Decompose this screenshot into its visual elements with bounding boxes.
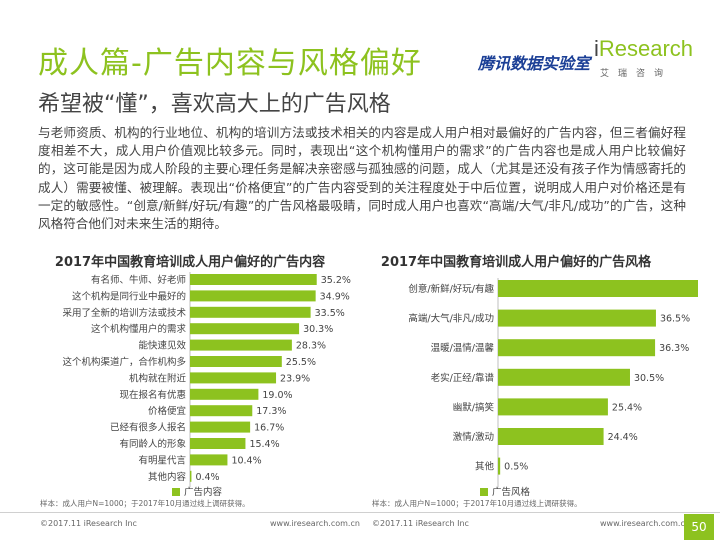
ad-style-chart: 2017年中国教育培训成人用户偏好的广告风格创意/新鲜/好玩/有趣46.7%高端… [381,254,698,498]
bar [498,309,656,327]
category-label: 其他内容 [148,471,187,483]
category-label: 价格便宜 [148,405,186,417]
value-label: 30.3% [303,324,333,335]
chart-title: 2017年中国教育培训成人用户偏好的广告内容 [55,254,325,270]
legend-swatch [480,488,488,496]
footer-url-right: www.iresearch.com.cn [600,519,690,528]
category-label: 高端/大气/非凡/成功 [408,313,494,325]
footer-copyright-right: ©2017.11 iResearch Inc [372,519,469,528]
bar [190,421,251,433]
category-label: 已经有很多人报名 [110,422,186,434]
value-label: 19.0% [262,390,292,401]
value-label: 28.3% [296,341,326,352]
category-label: 机构就在附近 [129,372,187,384]
iresearch-logo-i: i [594,36,599,61]
category-label: 这个机构渠道广，合作机构多 [62,356,186,368]
category-label: 温暖/温情/温馨 [431,342,495,354]
category-label: 有同龄人的形象 [119,438,186,450]
bar [190,372,277,384]
legend-label: 广告风格 [492,486,531,498]
category-label: 激情/激动 [453,431,494,443]
category-label: 幽默/搞笑 [453,401,495,413]
page-subtitle: 希望被“懂”，喜欢高大上的广告风格 [38,92,391,117]
value-label: 10.4% [231,455,261,466]
bar [190,323,300,335]
value-label: 15.4% [249,439,279,450]
category-label: 采用了全新的培训方法或技术 [62,307,186,319]
iresearch-logo-text: Research [598,36,694,61]
category-label: 有名师、牛师、好老师 [91,274,186,286]
category-label: 这个机构懂用户的需求 [91,323,187,335]
bar [190,274,317,285]
value-label: 24.4% [608,432,638,443]
bar [190,470,192,482]
footer-url-left: www.iresearch.com.cn [270,519,360,528]
category-label: 这个机构是同行业中最好的 [72,290,186,302]
chart-title: 2017年中国教育培训成人用户偏好的广告风格 [381,254,652,270]
value-label: 30.5% [634,373,664,384]
bar [190,454,228,466]
body-paragraph: 与老师资质、机构的行业地位、机构的培训方法或技术相关的内容是成人用户相对最偏好的… [38,125,686,232]
value-label: 34.9% [320,291,350,302]
value-label: 0.4% [195,472,219,483]
value-label: 23.9% [280,373,310,384]
category-label: 老实/正经/靠谱 [431,372,495,384]
value-label: 0.5% [504,462,528,473]
bar [190,356,282,367]
value-label: 17.3% [256,406,286,417]
iresearch-logo-cn: 艾瑞咨询 [600,69,673,79]
bar [190,388,259,400]
category-label: 能快速见效 [138,340,186,352]
bar [498,428,604,445]
value-label: 36.3% [659,343,689,354]
bar [498,280,698,297]
value-label: 25.4% [612,402,642,413]
value-label: 25.5% [286,357,316,368]
page-title: 成人篇-广告内容与风格偏好 [38,46,422,81]
value-label: 36.5% [660,314,690,325]
bar [190,405,253,417]
footer-copyright-left: ©2017.11 iResearch Inc [40,519,137,528]
sample-note-left: 样本：成人用户N=1000；于2017年10月通过线上调研获得。 [40,499,250,508]
bar [190,339,292,351]
tencent-data-lab-logo: 腾讯数据实验室 [478,54,591,73]
bar [190,290,316,302]
bar [498,398,608,416]
value-label: 33.5% [315,308,345,319]
category-label: 其他 [475,461,495,473]
category-label: 现在报名有优惠 [119,389,186,401]
iresearch-logo: iResearch [594,36,693,62]
bar [498,457,501,475]
bar [498,368,630,386]
bar [190,438,246,449]
legend-swatch [172,488,180,496]
footer-divider [0,512,720,513]
legend-label: 广告内容 [184,486,223,498]
value-label: 16.7% [254,423,284,434]
value-label: 35.2% [321,275,351,286]
bar [498,339,656,357]
sample-note-right: 样本：成人用户N=1000；于2017年10月通过线上调研获得。 [372,499,582,508]
category-label: 创意/新鲜/好玩/有趣 [408,283,494,295]
page-number: 50 [684,514,714,540]
bar [190,306,311,318]
category-label: 有明星代言 [138,454,186,466]
